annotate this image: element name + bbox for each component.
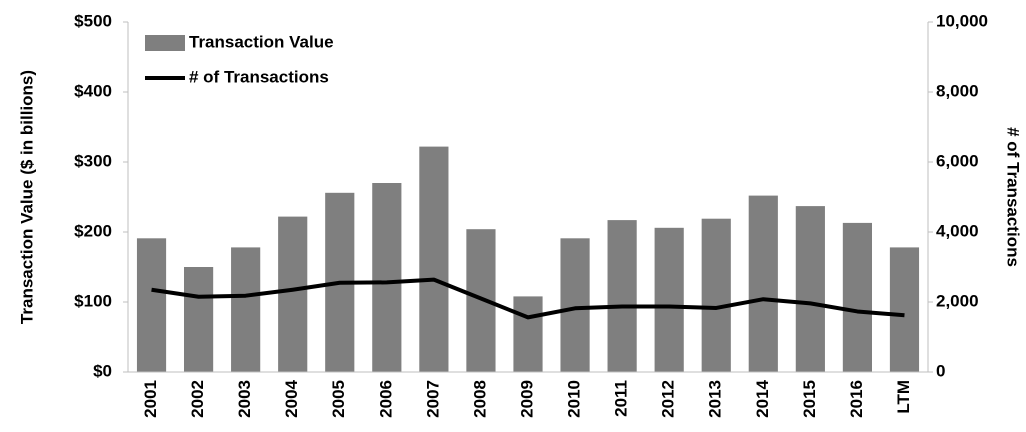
- x-tick-label: 2012: [659, 380, 678, 418]
- y2-axis-label: # of Transactions: [1004, 127, 1023, 267]
- x-tick-label: 2001: [141, 380, 160, 418]
- bar: [372, 183, 402, 372]
- y-axis-label: Transaction Value ($ in billions): [17, 70, 36, 324]
- x-tick-label: 2011: [612, 380, 631, 417]
- y-tick-label: $500: [74, 11, 112, 30]
- x-tick-label: 2010: [565, 380, 584, 418]
- y2-tick-label: 0: [936, 361, 945, 380]
- bar: [748, 195, 778, 372]
- bar: [889, 247, 920, 372]
- x-tick-label: 2004: [282, 379, 301, 417]
- x-tick-label: 2014: [753, 379, 772, 417]
- y2-tick-label: 2,000: [936, 291, 979, 310]
- y-tick-label: $200: [74, 221, 112, 240]
- bar: [654, 227, 684, 372]
- bar: [607, 220, 637, 372]
- x-tick-label: 2007: [423, 380, 442, 418]
- x-tick-label: 2006: [376, 380, 395, 418]
- x-tick-label: 2016: [847, 380, 866, 418]
- y-tick-label: $400: [74, 81, 112, 100]
- bar: [136, 238, 167, 372]
- y2-tick-label: 6,000: [936, 151, 979, 170]
- x-tick-label: 2003: [235, 380, 254, 418]
- y2-tick-label: 4,000: [936, 221, 979, 240]
- y-tick-label: $300: [74, 151, 112, 170]
- y2-tick-label: 10,000: [936, 11, 988, 30]
- bar: [795, 206, 825, 372]
- legend-label: Transaction Value: [189, 32, 334, 51]
- x-tick-label: 2015: [800, 380, 819, 418]
- y2-tick-label: 8,000: [936, 81, 979, 100]
- bar: [560, 238, 590, 372]
- bar: [184, 267, 214, 372]
- y-tick-label: $100: [74, 291, 112, 310]
- bar: [842, 222, 872, 372]
- line: [151, 277, 905, 320]
- bar: [231, 247, 261, 372]
- bar: [513, 296, 543, 372]
- x-tick-label: 2008: [470, 380, 489, 418]
- x-tick-label: LTM: [894, 380, 913, 414]
- bar: [701, 218, 731, 372]
- x-tick-label: 2005: [329, 380, 348, 418]
- bar: [278, 216, 308, 372]
- bar: [419, 146, 449, 372]
- legend-swatch: [145, 35, 185, 51]
- y-tick-label: $0: [93, 361, 112, 380]
- x-tick-label: 2002: [188, 380, 207, 418]
- x-tick-label: 2009: [517, 380, 536, 418]
- legend-label: # of Transactions: [189, 67, 329, 86]
- x-tick-label: 2013: [706, 380, 725, 418]
